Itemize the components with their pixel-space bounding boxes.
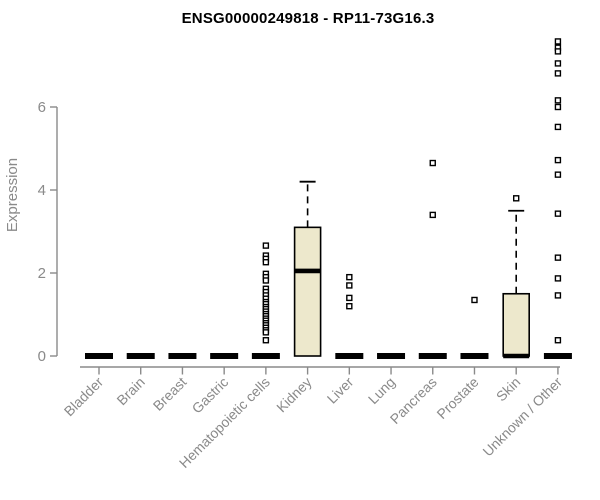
outlier-point [346, 303, 353, 310]
outlier-point [554, 171, 562, 178]
outlier-point [262, 329, 270, 336]
zero-box [543, 353, 572, 359]
outlier-point [262, 242, 270, 249]
x-tick-label: Liver [324, 374, 357, 407]
outlier-point [554, 48, 562, 55]
zero-box [126, 353, 155, 359]
outlier-point [554, 123, 562, 131]
chart-title: ENSG00000249818 - RP11-73G16.3 [181, 10, 435, 27]
y-tick-label: 4 [38, 182, 46, 199]
y-tick-label: 6 [38, 99, 46, 116]
outlier-point [554, 38, 562, 45]
outlier-point [262, 259, 270, 266]
zero-box [335, 353, 364, 359]
outlier-point [513, 195, 520, 202]
outlier-point [346, 282, 353, 289]
outlier-point [554, 70, 562, 77]
outlier-point [554, 103, 562, 111]
y-tick-label: 2 [38, 265, 46, 282]
outlier-point [471, 296, 478, 304]
x-tick-label: Bladder [61, 374, 107, 420]
outlier-point [554, 254, 562, 261]
zero-box [210, 353, 239, 359]
outlier-point [554, 97, 562, 104]
x-tick-label: Lung [365, 374, 398, 407]
x-tick-label: Brain [113, 374, 147, 408]
x-tick-label: Kidney [273, 374, 315, 416]
zero-box [168, 353, 197, 359]
box [502, 292, 531, 357]
x-tick-label: Breast [150, 374, 190, 414]
outlier-point [262, 337, 270, 344]
x-tick-label: Prostate [433, 374, 481, 422]
box [293, 226, 322, 357]
outlier-point [346, 273, 353, 281]
outlier-point [554, 337, 562, 344]
outlier-point [554, 210, 562, 217]
zero-box [377, 353, 406, 359]
zero-box [418, 353, 447, 359]
x-tick-label: Skin [493, 374, 524, 405]
y-tick-label: 0 [38, 348, 46, 365]
outlier-point [554, 60, 562, 67]
x-tick-label: Unknown / Other [479, 374, 565, 460]
outlier-point [346, 294, 353, 302]
zero-box [85, 353, 113, 359]
outlier-point [429, 159, 436, 167]
outlier-point [554, 275, 562, 282]
outlier-point [262, 277, 270, 284]
outlier-point [554, 156, 562, 164]
outlier-point [429, 211, 436, 219]
zero-box [460, 353, 489, 359]
zero-box [251, 353, 280, 359]
outlier-point [554, 292, 562, 299]
